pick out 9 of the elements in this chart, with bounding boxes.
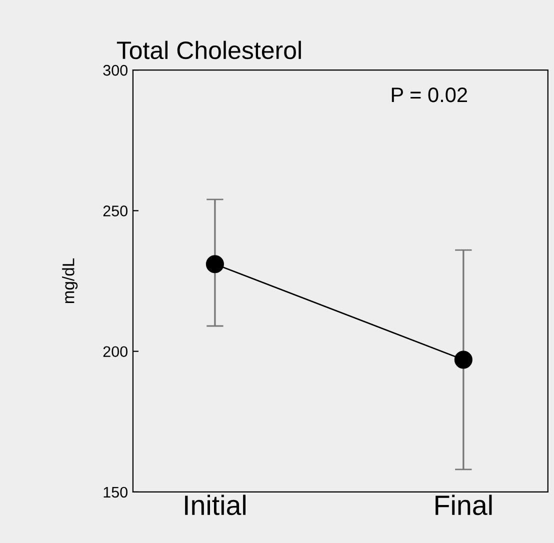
x-tick-label: Final — [436, 494, 492, 516]
y-tick-label: 150 — [104, 486, 128, 498]
y-tick-label: 300 — [103, 64, 128, 76]
y-axis-title: mg/dL — [62, 258, 78, 304]
annotation: P = 0.02 — [392, 87, 467, 102]
x-tick-label: Initial — [185, 494, 246, 516]
y-tick-label: 250 — [103, 206, 128, 216]
chart-title: Total Cholesterol — [116, 40, 301, 60]
y-tick-label: 200 — [103, 346, 128, 358]
